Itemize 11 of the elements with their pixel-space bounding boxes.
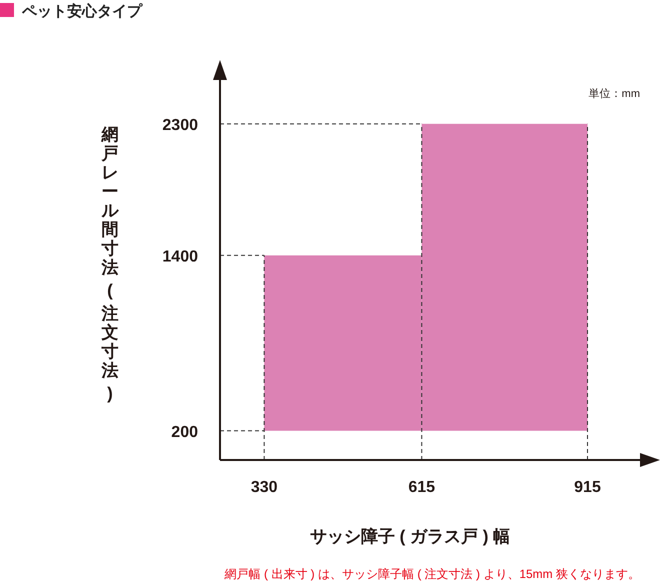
annotation: 単位：mm [588, 88, 640, 100]
y-tick-label: 1400 [162, 248, 198, 266]
y-tick-label: 2300 [162, 116, 198, 134]
x-tick-label: 615 [408, 479, 436, 496]
x-axis-title: サッシ障子 ( ガラス戸 ) 幅 [310, 527, 510, 546]
text: 網戸幅 ( 出来寸 ) は、サッシ障子幅 ( 注文寸法 ) より、15mm 狭くなります。 [224, 567, 640, 581]
x-tick-label: 330 [250, 479, 278, 496]
x-tick-label: 915 [574, 479, 601, 496]
text: ペット安心タイプ [21, 2, 143, 20]
y-tick-label: 200 [171, 424, 198, 441]
y-axis-title: 網戸レール間寸法 ( 注文寸法 ) [102, 125, 118, 403]
